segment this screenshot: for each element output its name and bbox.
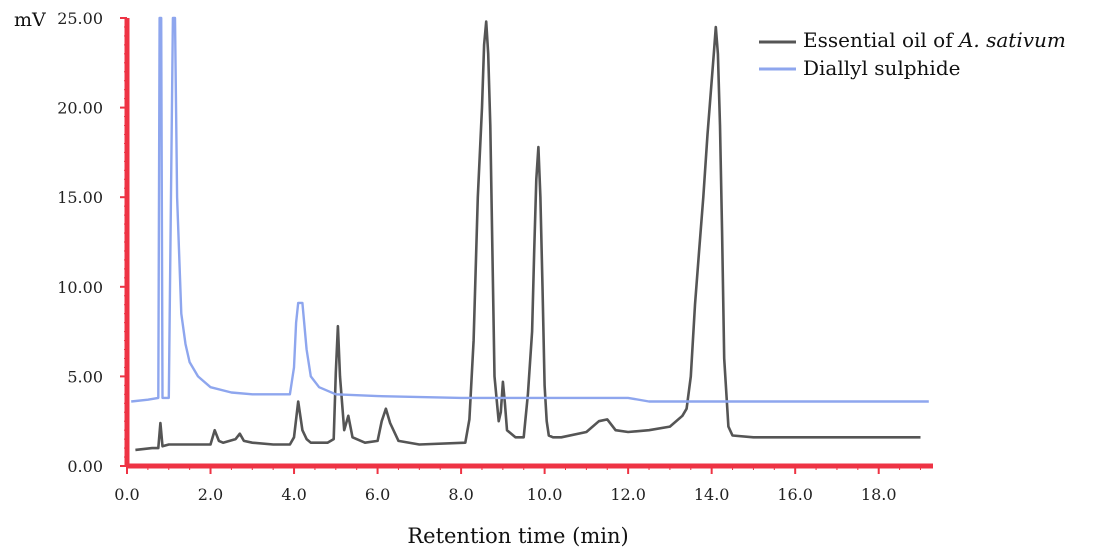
- x-tick-marks: [126, 466, 921, 474]
- y-tick-label: 10.00: [57, 278, 103, 297]
- y-tick-label: 0.00: [67, 457, 103, 476]
- legend-label-essential-oil-italic: A. sativum: [957, 28, 1066, 52]
- y-tick-label: 15.00: [57, 188, 103, 207]
- x-tick-label: 2.0: [198, 485, 223, 504]
- y-unit-label: mV: [14, 9, 46, 31]
- x-tick-label: 14.0: [694, 485, 730, 504]
- y-tick-label: 5.00: [67, 367, 103, 386]
- series-line-essential-oil: [135, 20, 921, 452]
- x-tick-label: 12.0: [610, 485, 646, 504]
- y-tick-label: 20.00: [57, 99, 103, 118]
- legend-label-diallyl-sulphide: Diallyl sulphide: [803, 56, 960, 80]
- y-tick-labels: 0.00 5.00 10.00 15.00 20.00 25.00: [57, 9, 103, 476]
- x-tick-label: 0.0: [114, 485, 139, 504]
- series-layer: [131, 16, 929, 452]
- series-line-diallyl-sulphide: [131, 16, 929, 403]
- x-axis-title: Retention time (min): [407, 524, 628, 548]
- x-tick-label: 10.0: [527, 485, 563, 504]
- x-tick-label: 4.0: [281, 485, 306, 504]
- y-tick-label: 25.00: [57, 9, 103, 28]
- legend-label-essential-oil: Essential oil of A. sativum: [803, 28, 1066, 52]
- x-tick-labels: 0.0 2.0 4.0 6.0 8.0 10.0 12.0 14.0 16.0 18.0: [114, 485, 896, 504]
- x-tick-label: 8.0: [448, 485, 473, 504]
- x-tick-label: 16.0: [777, 485, 813, 504]
- y-tick-marks: [120, 17, 127, 467]
- legend-label-essential-oil-roman: Essential oil of: [803, 28, 959, 52]
- x-tick-label: 18.0: [861, 485, 897, 504]
- legend: Essential oil of A. sativum Diallyl sulp…: [759, 28, 1066, 80]
- x-tick-label: 6.0: [365, 485, 390, 504]
